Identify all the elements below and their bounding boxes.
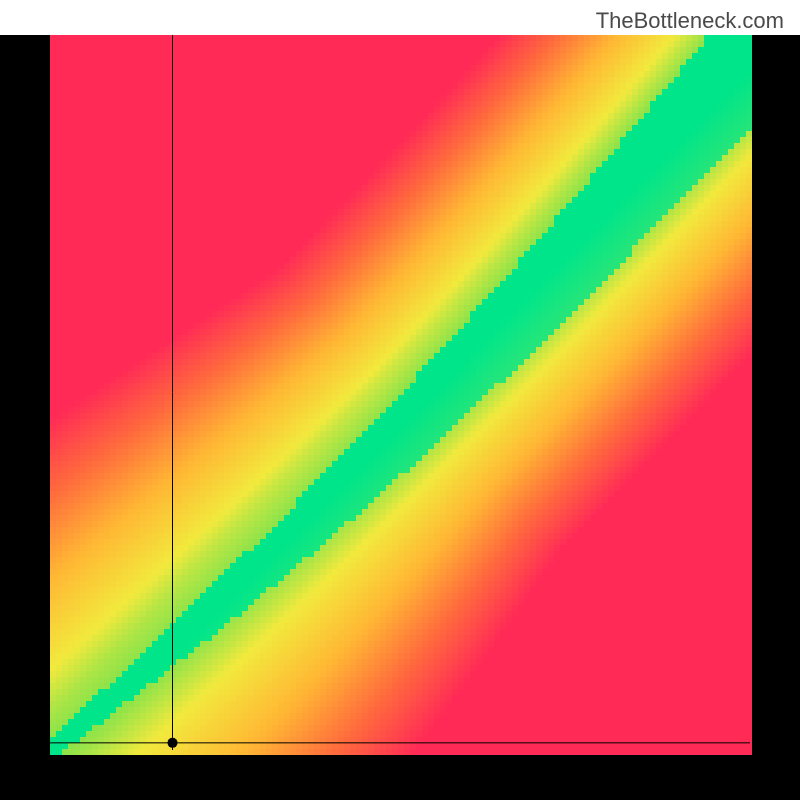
bottleneck-heatmap (0, 35, 800, 800)
heatmap-canvas (0, 35, 800, 800)
watermark-text: TheBottleneck.com (596, 8, 784, 34)
